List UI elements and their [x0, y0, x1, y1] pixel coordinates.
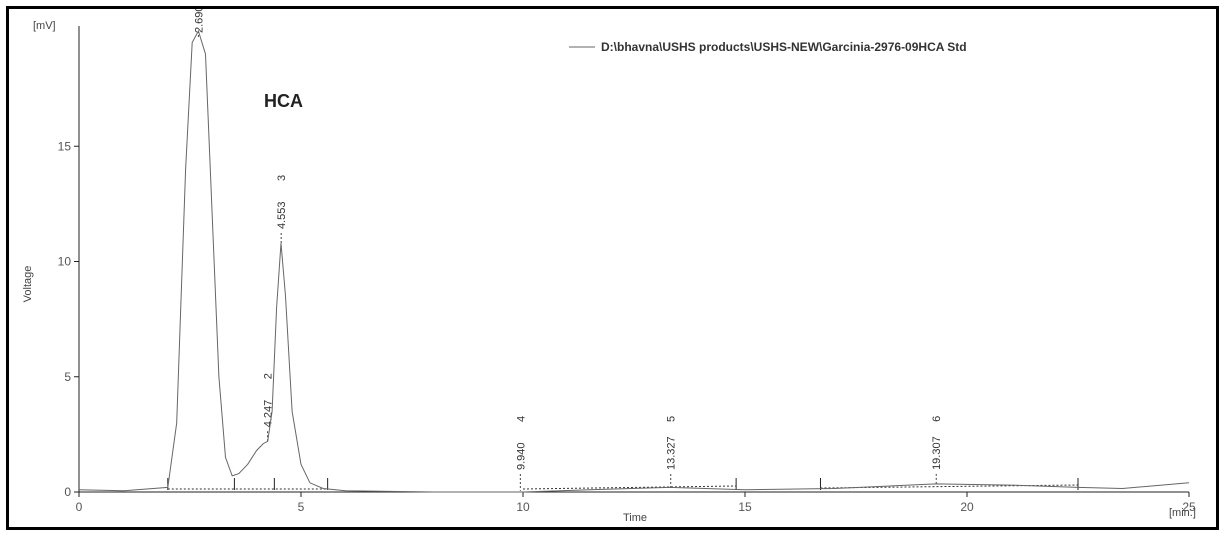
y-tick-label: 15 [58, 139, 72, 153]
peak-time-label: 19.307 [931, 436, 943, 470]
x-tick-label: 0 [76, 500, 83, 514]
peak-time-label: 2.690 [193, 9, 205, 33]
peak-time-label: 9.940 [515, 442, 527, 470]
y-tick-label: 0 [64, 485, 71, 499]
chromatogram-trace [78, 29, 1190, 493]
legend-entry: D:\bhavna\USHS products\USHS-NEW\Garcini… [601, 40, 967, 54]
peak-number-label: 4 [515, 416, 527, 422]
peak-number-label: 3 [276, 175, 288, 181]
chromatogram-chart: [mV] Voltage [min.] Time D:\bhavna\USHS … [22, 9, 1196, 524]
peak-time-label: 4.247 [263, 400, 275, 428]
chromatogram-frame: [mV] Voltage [min.] Time D:\bhavna\USHS … [6, 6, 1219, 530]
y-tick-label: 5 [64, 370, 71, 384]
x-tick-label: 25 [1182, 500, 1196, 514]
baseline-segment [820, 484, 1079, 489]
peak-number-label: 6 [931, 416, 943, 422]
peak-number-label: 2 [263, 373, 275, 379]
peak-time-label: 4.553 [276, 202, 288, 230]
x-tick-label: 5 [298, 500, 305, 514]
x-axis-title: Time [623, 512, 647, 524]
x-tick-label: 20 [960, 500, 974, 514]
peak-number-label: 5 [666, 416, 678, 422]
x-tick-label: 10 [516, 500, 530, 514]
baseline-segment [522, 485, 737, 490]
hca-annotation: HCA [264, 91, 303, 111]
y-unit-label: [mV] [33, 20, 56, 32]
x-unit-label: [min.] [1169, 507, 1196, 519]
x-tick-label: 15 [738, 500, 752, 514]
y-tick-label: 10 [58, 255, 72, 269]
peak-time-label: 13.327 [666, 436, 678, 470]
y-axis-title: Voltage [22, 266, 34, 303]
